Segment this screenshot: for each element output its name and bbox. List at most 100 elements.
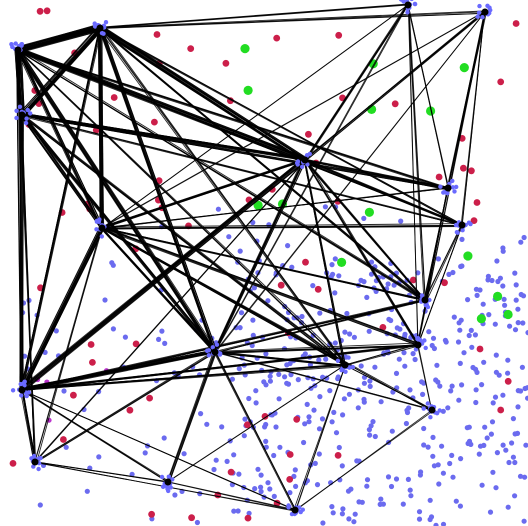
blue-node xyxy=(219,424,225,430)
hub-node-dot xyxy=(434,411,440,416)
blue-node xyxy=(433,522,439,526)
blue-node xyxy=(490,469,496,475)
hub-node-dot xyxy=(17,104,23,110)
hub-node-dot xyxy=(28,111,33,116)
edge-line xyxy=(17,24,99,48)
blue-node xyxy=(242,416,248,422)
hub-node-dot xyxy=(103,20,109,25)
edge-line xyxy=(101,227,216,353)
hub-node-dot xyxy=(206,353,211,358)
edge-line xyxy=(101,158,306,228)
blue-node xyxy=(420,391,426,397)
blue-node xyxy=(505,504,511,510)
edge-line xyxy=(17,27,101,51)
blue-node xyxy=(474,369,480,375)
edge-line xyxy=(18,30,101,54)
edge-line xyxy=(214,351,433,411)
edge-line xyxy=(98,28,345,365)
blue-node xyxy=(434,362,440,368)
blue-node xyxy=(525,330,528,336)
hub-node-dot xyxy=(25,107,30,113)
hub-node xyxy=(92,20,109,36)
hub-node-core xyxy=(458,221,466,229)
edge-line xyxy=(102,160,305,229)
edge-bundle xyxy=(213,157,307,354)
edge-line xyxy=(16,25,100,49)
green-node xyxy=(253,200,263,210)
edge-line xyxy=(417,224,463,346)
hub-node-dot xyxy=(94,227,99,232)
hub-node-dot xyxy=(99,234,105,239)
hub-node-core xyxy=(414,341,422,349)
edge-line xyxy=(426,224,463,301)
blue-node xyxy=(255,466,261,472)
blue-node xyxy=(231,452,237,458)
edge-bundle xyxy=(21,389,297,511)
blue-node xyxy=(489,277,495,284)
blue-node xyxy=(474,292,480,298)
blue-node xyxy=(333,430,340,436)
edge-bundle xyxy=(21,343,420,392)
green-node xyxy=(337,257,347,267)
blue-node xyxy=(378,496,384,502)
blue-node xyxy=(181,451,187,457)
blue-node xyxy=(287,490,293,496)
blue-node xyxy=(469,344,475,350)
red-node xyxy=(468,167,475,175)
edge-bundle xyxy=(417,11,487,346)
hub-node-core xyxy=(96,24,104,32)
blue-node xyxy=(282,374,288,380)
blue-node xyxy=(477,443,484,449)
edge-line xyxy=(102,158,306,228)
edge-line xyxy=(213,352,296,511)
hub-node-dot xyxy=(450,185,455,190)
blue-node xyxy=(372,364,378,370)
blue-node xyxy=(301,439,307,446)
blue-node xyxy=(271,493,277,499)
edge-line xyxy=(417,11,487,346)
green-node xyxy=(240,44,250,54)
blue-node xyxy=(366,328,372,334)
edge-bundle xyxy=(34,227,103,464)
blue-node xyxy=(493,369,499,375)
red-node xyxy=(293,416,301,423)
green-node xyxy=(493,291,503,301)
edge-line xyxy=(20,227,102,389)
blue-node xyxy=(341,396,347,402)
edge-line xyxy=(21,226,103,391)
edge-line xyxy=(99,4,408,29)
blue-node xyxy=(213,457,219,463)
red-node xyxy=(277,281,285,289)
edge-bundle xyxy=(98,26,218,353)
blue-node xyxy=(277,444,283,450)
red-node xyxy=(43,7,51,15)
blue-node xyxy=(324,375,330,381)
edge-line xyxy=(416,344,433,411)
edge-line xyxy=(100,10,485,28)
blue-node xyxy=(142,450,148,456)
blue-node xyxy=(336,273,342,279)
hub-node-dot xyxy=(286,505,291,510)
hub-node-core xyxy=(421,296,429,304)
edge-line xyxy=(168,351,216,483)
blue-node xyxy=(378,399,384,405)
edge-bundle xyxy=(15,48,218,354)
hub-node-dot xyxy=(460,228,465,233)
blue-node xyxy=(518,388,524,394)
edge-line xyxy=(100,228,215,354)
red-node xyxy=(60,436,67,443)
blue-node xyxy=(473,286,479,292)
blue-node xyxy=(400,501,406,507)
blue-node xyxy=(215,206,221,212)
blue-node xyxy=(435,256,441,262)
blue-node xyxy=(481,359,487,365)
blue-node xyxy=(307,362,313,368)
edge-line xyxy=(16,49,22,389)
edge-line xyxy=(17,49,346,366)
edge-bundle xyxy=(21,298,426,392)
hub-node-dot xyxy=(289,511,295,517)
edge-line xyxy=(303,11,486,160)
blue-node xyxy=(402,331,408,337)
edge-bundle xyxy=(303,158,346,366)
edge-bundle xyxy=(33,350,216,464)
